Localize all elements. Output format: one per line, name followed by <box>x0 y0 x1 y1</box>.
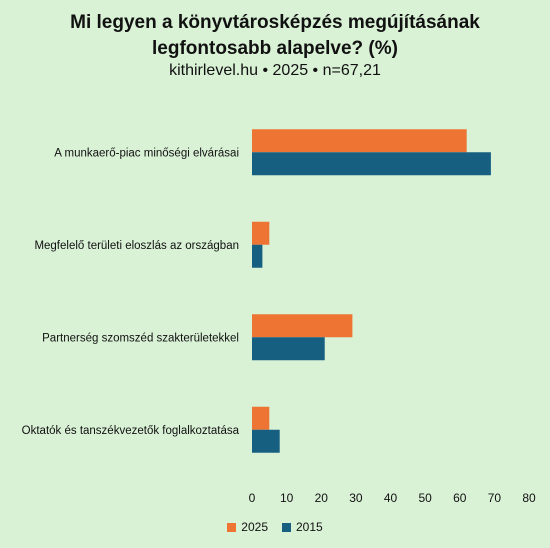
bar-2015-3 <box>252 337 325 361</box>
legend-swatch-2025 <box>227 522 237 532</box>
bar-2025-4 <box>252 406 270 430</box>
category-label-4: Oktatók és tanszékvezetők foglalkoztatás… <box>22 425 240 437</box>
legend-swatch-2015 <box>282 522 291 532</box>
category-label-2: Megfelelő területi eloszlás az országban <box>34 240 239 252</box>
chart-title: Mi legyen a könyvtárosképzés megújításán… <box>0 10 550 62</box>
bar-2015-4 <box>252 429 280 453</box>
bar-2025-1 <box>252 129 467 153</box>
x-tick-label-10: 10 <box>280 491 294 505</box>
x-tick-label-0: 0 <box>249 491 256 505</box>
x-tick-label-60: 60 <box>453 491 467 505</box>
x-tick-label-70: 70 <box>488 491 502 505</box>
chart-subtitle: kithirlevel.hu • 2025 • n=67,21 <box>169 62 381 79</box>
x-tick-label-50: 50 <box>418 491 432 505</box>
legend-item-2025: 2025 <box>227 520 268 534</box>
bar-2015-2 <box>252 244 263 268</box>
bar-2025-2 <box>252 221 270 245</box>
bar-2025-3 <box>252 314 353 338</box>
x-tick-label-40: 40 <box>384 491 398 505</box>
chart-title-line-2: legfontosabb alapelve? (%) <box>152 38 398 59</box>
bar-2015-1 <box>252 152 491 176</box>
chart-title-line-1: Mi legyen a könyvtárosképzés megújításán… <box>70 12 480 33</box>
category-label-1: A munkaerő-piac minőségi elvárásai <box>54 147 239 159</box>
x-tick-label-30: 30 <box>349 491 363 505</box>
x-tick-label-20: 20 <box>315 491 329 505</box>
legend-item-2015: 2015 <box>282 520 323 534</box>
chart-legend: 2025 2015 <box>0 520 550 534</box>
category-label-3: Partnerség szomszéd szakterületekkel <box>42 332 239 344</box>
legend-label-2025: 2025 <box>241 520 268 534</box>
legend-label-2015: 2015 <box>296 520 323 534</box>
x-tick-label-80: 80 <box>522 491 536 505</box>
